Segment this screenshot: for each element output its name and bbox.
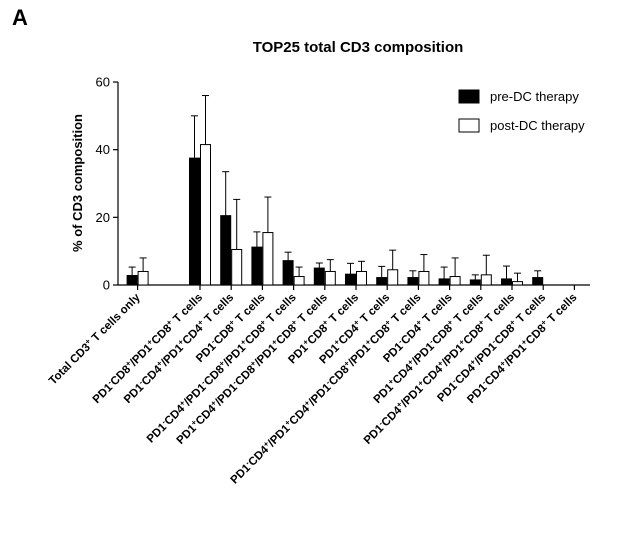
chart-title: TOP25 total CD3 composition [253, 39, 464, 56]
y-tick-label: 60 [96, 75, 110, 90]
bar-pre-dc [345, 273, 356, 286]
x-tick-label: PD1-CD8+/PD1+CD8+ T cells [89, 290, 205, 406]
bar-pre-dc [282, 260, 294, 286]
bar-post-dc [418, 270, 430, 286]
bar-post-dc [137, 270, 149, 286]
x-tick-label: PD1+CD4+/PD1-CD8+ T cells [370, 290, 486, 406]
legend-label-pre: pre-DC therapy [490, 89, 579, 104]
x-tick-label: PD1-CD4+/PD1+CD4+ T cells [120, 290, 236, 406]
bar-pre-dc [407, 277, 419, 286]
bar-post-dc [324, 270, 336, 286]
bar-post-dc [293, 276, 305, 286]
axes: 0 20 40 60 [96, 75, 590, 293]
bar-pre-dc [469, 279, 481, 286]
bar-post-dc [480, 274, 492, 286]
bar-pre-dc [532, 277, 544, 286]
y-tick-label: 0 [103, 278, 110, 293]
bar-pre-dc [126, 275, 138, 286]
bar-pre-dc [251, 246, 263, 286]
y-tick-label: 40 [96, 142, 110, 157]
bar-pre-dc [438, 278, 450, 286]
y-tick-label: 20 [96, 210, 110, 225]
legend-swatch-pre [458, 89, 480, 104]
bars [126, 144, 544, 286]
x-tick-label: PD1-CD4+/PD1+CD8+ T cells [463, 290, 579, 406]
bar-post-dc [262, 232, 274, 286]
bar-post-dc [231, 248, 243, 286]
bar-post-dc [449, 276, 461, 286]
bar-post-dc [512, 281, 523, 286]
bar-pre-dc [376, 277, 388, 286]
bar-pre-dc [220, 215, 232, 286]
panel-label: A [12, 5, 28, 30]
bar-post-dc [356, 270, 367, 286]
error-bars [128, 95, 542, 282]
legend-swatch-post [458, 118, 480, 133]
x-tick-labels: Total CD3+ T cells onlyPD1-CD8+/PD1+CD8+… [47, 290, 579, 486]
bar-pre-dc [313, 267, 325, 286]
y-axis-label: % of CD3 composition [70, 114, 85, 252]
legend: pre-DC therapy post-DC therapy [458, 89, 585, 133]
bar-pre-dc [189, 157, 200, 286]
bar-pre-dc [501, 278, 512, 286]
bar-post-dc [387, 269, 399, 286]
bar-post-dc [200, 144, 211, 286]
legend-label-post: post-DC therapy [490, 118, 585, 133]
